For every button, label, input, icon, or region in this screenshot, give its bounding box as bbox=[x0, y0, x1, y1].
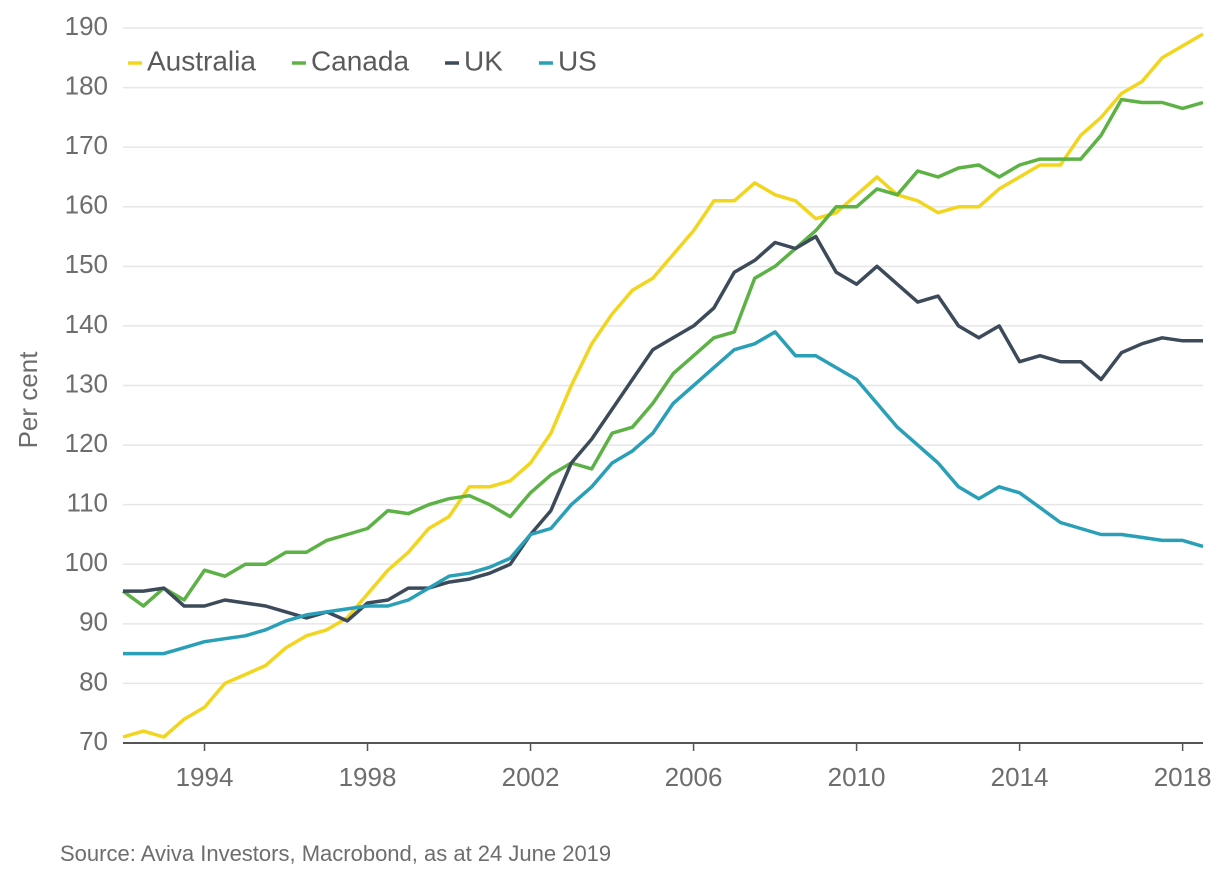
data-line bbox=[122, 32, 1204, 739]
x-tick-label: 2018 bbox=[1154, 762, 1212, 792]
y-tick-label: 170 bbox=[65, 130, 108, 160]
x-tick-label: 1998 bbox=[339, 762, 397, 792]
data-line bbox=[123, 234, 1203, 623]
y-tick-label: 180 bbox=[65, 70, 108, 100]
source-note: Source: Aviva Investors, Macrobond, as a… bbox=[60, 841, 611, 866]
y-tick-label: 110 bbox=[67, 488, 108, 518]
x-tick-label: 2010 bbox=[828, 762, 886, 792]
x-tick-label: 2014 bbox=[991, 762, 1049, 792]
legend-label: US bbox=[558, 45, 597, 76]
y-tick-label: 160 bbox=[65, 190, 108, 220]
legend-label: Canada bbox=[311, 45, 410, 76]
data-line bbox=[121, 97, 1204, 608]
y-tick-label: 150 bbox=[65, 249, 108, 279]
y-tick-label: 190 bbox=[65, 11, 108, 41]
y-tick-label: 90 bbox=[79, 607, 108, 637]
x-tick-label: 2002 bbox=[502, 762, 560, 792]
legend-label: Australia bbox=[147, 45, 256, 76]
y-tick-label: 70 bbox=[79, 726, 108, 756]
data-line bbox=[123, 330, 1204, 656]
x-tick-label: 2006 bbox=[665, 762, 723, 792]
y-tick-label: 120 bbox=[65, 428, 108, 458]
y-tick-label: 140 bbox=[65, 309, 108, 339]
x-tick-label: 1994 bbox=[176, 762, 234, 792]
y-tick-label: 100 bbox=[65, 547, 108, 577]
y-tick-label: 130 bbox=[65, 368, 108, 398]
y-tick-label: 80 bbox=[79, 666, 108, 696]
legend-label: UK bbox=[464, 45, 503, 76]
y-axis-label: Per cent bbox=[13, 351, 43, 449]
